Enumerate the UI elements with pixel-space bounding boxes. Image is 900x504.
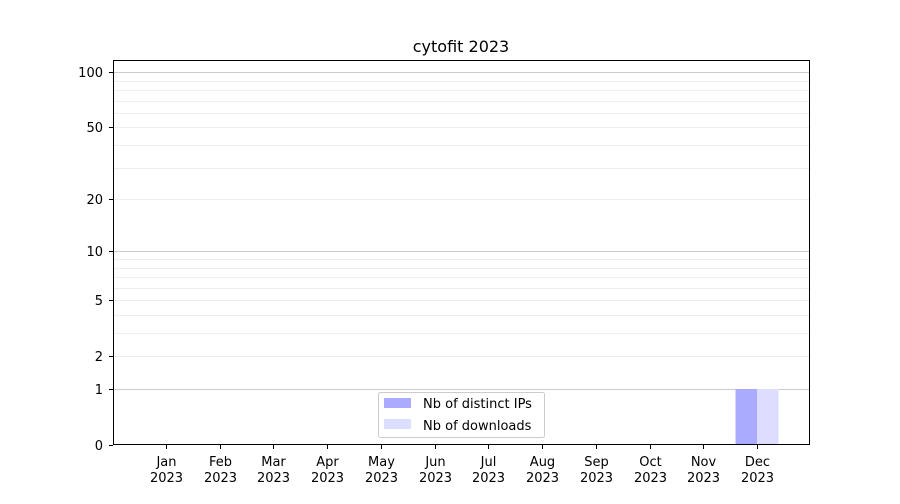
legend: Nb of distinct IPs Nb of downloads <box>378 392 545 438</box>
legend-swatch-downloads <box>384 419 411 429</box>
x-tick-label: Mar <box>261 455 286 470</box>
x-tick-label: Aug <box>530 455 555 470</box>
x-tick-label: Jun <box>424 455 445 470</box>
chart-title: cytofit 2023 <box>413 37 509 56</box>
x-tick-label: Nov <box>691 455 717 470</box>
x-tick-label-year: 2023 <box>257 471 290 486</box>
bar-downloads <box>757 389 779 445</box>
x-tick-label-year: 2023 <box>204 471 237 486</box>
legend-label-distinct-ips: Nb of distinct IPs <box>423 397 532 412</box>
y-axis: 0 1 2 5 10 20 50 100 <box>78 66 113 454</box>
x-tick-label-year: 2023 <box>741 471 774 486</box>
x-tick-label: Sep <box>584 455 609 470</box>
y-tick-label: 10 <box>86 245 103 260</box>
x-tick-label: Feb <box>209 455 232 470</box>
y-tick-label: 0 <box>95 439 103 454</box>
x-axis: Jan2023Feb2023Mar2023Apr2023May2023Jun20… <box>150 445 774 486</box>
x-tick-label-year: 2023 <box>687 471 720 486</box>
x-tick-label: May <box>368 455 395 470</box>
plot-frame <box>113 60 810 445</box>
x-tick-label-year: 2023 <box>419 471 452 486</box>
x-tick-label-year: 2023 <box>580 471 613 486</box>
x-tick-label-year: 2023 <box>365 471 398 486</box>
x-tick-label-year: 2023 <box>150 471 183 486</box>
grid <box>114 72 809 390</box>
y-tick-label: 20 <box>86 193 103 208</box>
y-tick-label: 100 <box>78 66 103 81</box>
x-tick-label-year: 2023 <box>634 471 667 486</box>
legend-label-downloads: Nb of downloads <box>423 419 532 434</box>
y-tick-label: 1 <box>95 383 103 398</box>
legend-box <box>378 392 545 438</box>
x-tick-label-year: 2023 <box>311 471 344 486</box>
bars <box>735 389 779 445</box>
y-tick-label: 5 <box>95 294 103 309</box>
y-tick-label: 2 <box>95 350 103 365</box>
legend-swatch-distinct-ips <box>384 398 411 408</box>
x-tick-label: Dec <box>745 455 770 470</box>
x-tick-label: Jul <box>480 455 497 470</box>
x-tick-label: Jan <box>155 455 176 470</box>
bar-distinct-ips <box>735 389 758 445</box>
y-tick-label: 50 <box>86 121 103 136</box>
x-tick-label-year: 2023 <box>526 471 559 486</box>
x-tick-label-year: 2023 <box>472 471 505 486</box>
x-tick-label: Oct <box>639 455 661 470</box>
x-tick-label: Apr <box>316 455 339 470</box>
